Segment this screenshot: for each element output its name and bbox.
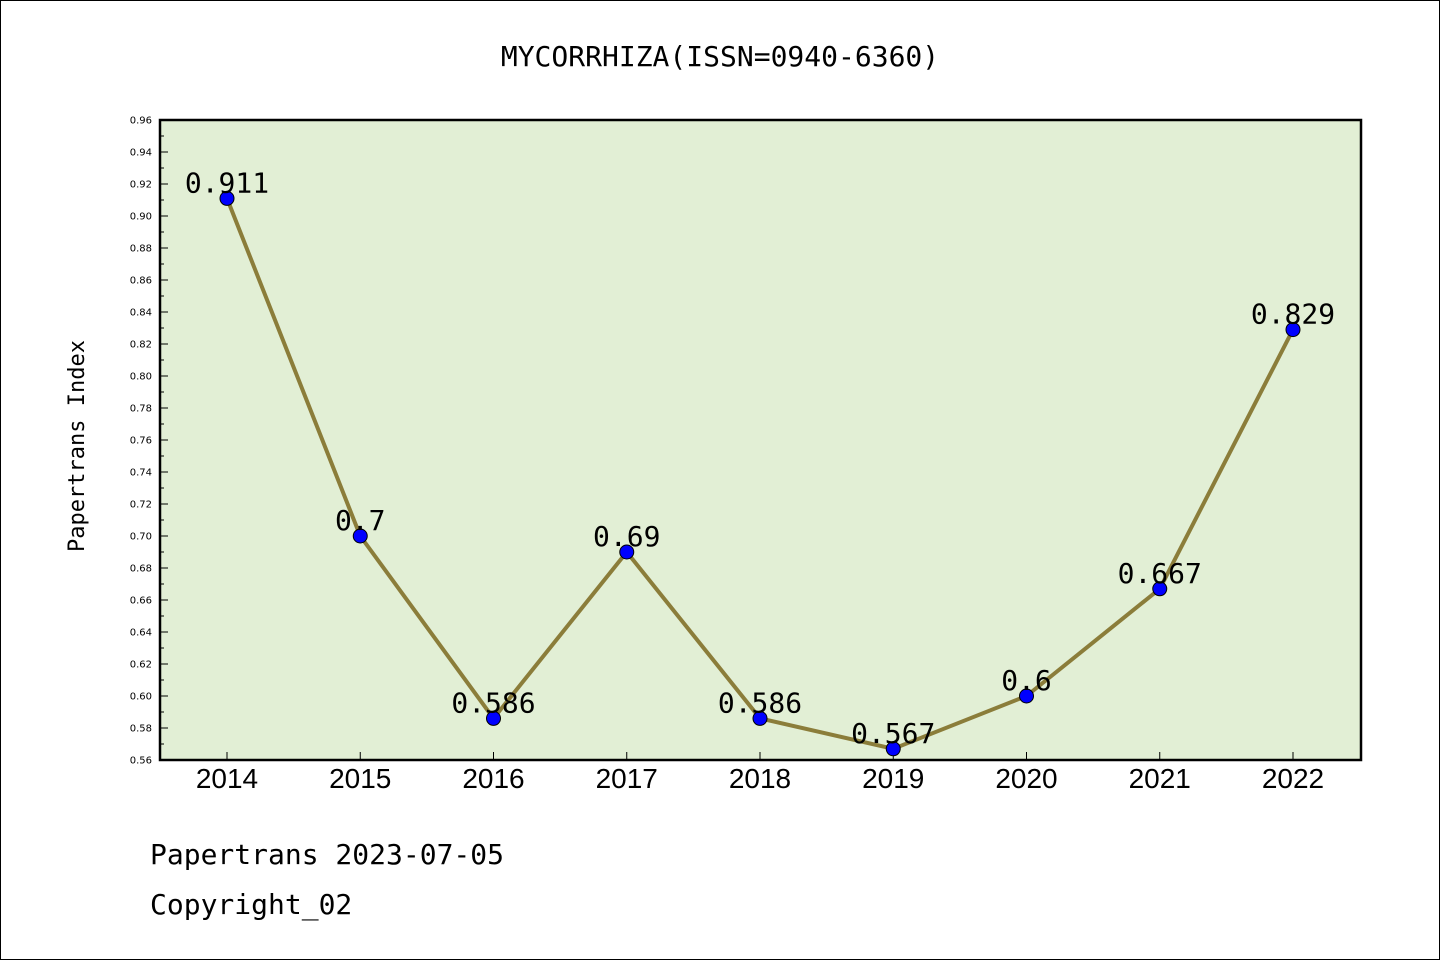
data-label: 0.567: [851, 717, 935, 750]
markers-group: [219, 190, 1301, 757]
y-tick-label: 0.74: [130, 468, 152, 479]
data-point: [352, 528, 368, 544]
x-tick-label: 2017: [596, 763, 658, 794]
data-point: [619, 544, 635, 560]
data-point: [1152, 581, 1168, 597]
chart-title: MYCORRHIZA(ISSN=0940-6360): [501, 40, 939, 73]
y-tick-label: 0.70: [130, 532, 152, 543]
data-point: [486, 710, 501, 726]
footer-date: Papertrans 2023-07-05: [150, 838, 504, 871]
x-tick-label: 2020: [995, 763, 1057, 794]
data-label: 0.6: [1001, 664, 1052, 697]
footer-copyright: Copyright_02: [150, 888, 352, 922]
y-tick-label: 0.94: [130, 148, 152, 159]
y-tick-label: 0.86: [130, 276, 152, 287]
y-tick-label: 0.62: [130, 660, 152, 671]
x-tick-label: 2021: [1129, 763, 1191, 794]
x-tick-label: 2016: [462, 763, 524, 794]
data-label: 0.667: [1118, 557, 1202, 590]
x-tick-label: 2018: [729, 763, 791, 794]
data-label: 0.69: [593, 520, 660, 553]
data-label: 0.911: [185, 166, 269, 199]
y-tick-label: 0.80: [130, 372, 152, 383]
data-point: [1285, 322, 1301, 338]
y-tick-label: 0.78: [130, 404, 152, 415]
y-tick-label: 0.92: [130, 180, 152, 191]
data-label: 0.7: [335, 504, 386, 537]
data-labels-group: 0.911 0.7 0.586 0.69 0.586 0.567 0.6 0.667 0.829: [185, 166, 1335, 749]
y-tick-label: 0.84: [130, 308, 152, 319]
y-tick-label: 0.88: [130, 244, 152, 255]
y-axis: 0.56 0.58 0.60 0.62 0.64 0.66 0.68 0.70 0.72 0.74…: [130, 116, 168, 767]
y-tick-label: 0.96: [130, 116, 152, 127]
y-tick-label: 0.58: [130, 724, 152, 735]
y-tick-label: 0.72: [130, 500, 152, 511]
data-label: 0.829: [1251, 298, 1335, 331]
data-point: [219, 190, 235, 206]
x-tick-label: 2015: [329, 763, 391, 794]
data-point: [885, 741, 901, 757]
data-point: [752, 710, 768, 726]
y-tick-label: 0.82: [130, 340, 152, 351]
data-label: 0.586: [718, 686, 802, 719]
x-tick-label: 2014: [196, 763, 258, 794]
plot-border: [158, 118, 1363, 762]
y-tick-label: 0.90: [130, 212, 152, 223]
plot-area: [160, 120, 1361, 760]
y-tick-label: 0.76: [130, 436, 152, 447]
y-axis-label: Papertrans Index: [65, 340, 90, 552]
y-tick-label: 0.68: [130, 564, 152, 575]
x-tick-label: 2019: [862, 763, 924, 794]
y-tick-label: 0.66: [130, 596, 152, 607]
data-label: 0.586: [451, 686, 535, 719]
x-tick-label: 2022: [1262, 763, 1324, 794]
x-axis: 2014 2015 2016 2017 2018 2019 2020 2021 2022: [196, 752, 1324, 794]
y-tick-label: 0.60: [130, 692, 152, 703]
y-tick-label: 0.64: [130, 628, 152, 639]
data-point: [1019, 688, 1034, 704]
y-tick-label: 0.56: [130, 756, 152, 767]
